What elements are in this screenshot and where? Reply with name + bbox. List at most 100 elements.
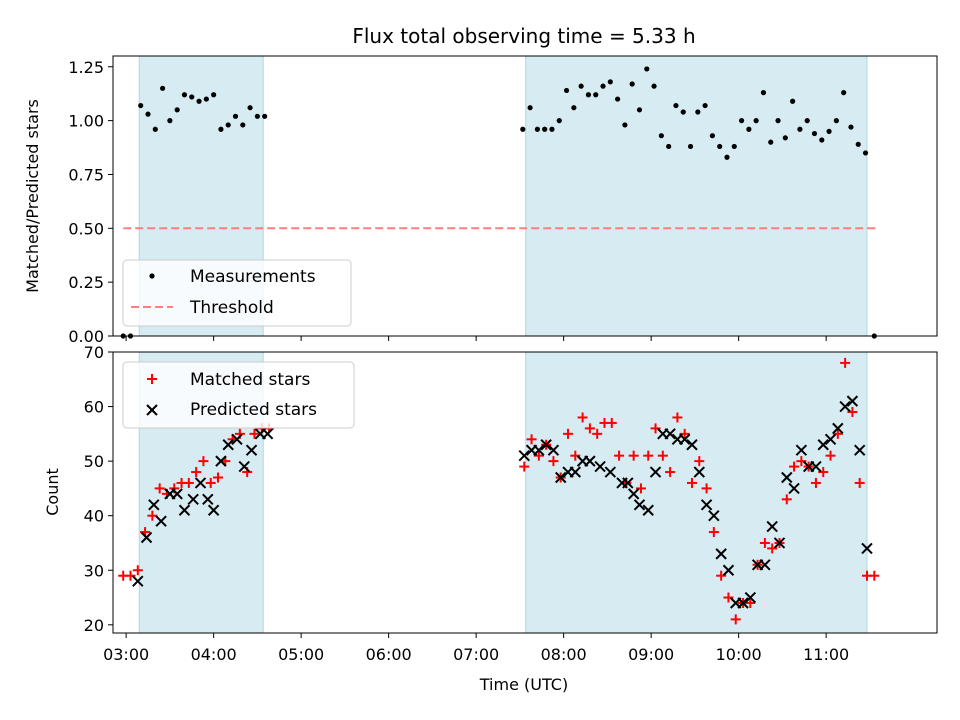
- predicted-star-point: [222, 439, 234, 451]
- measurement-point: [585, 92, 592, 98]
- predicted-star-point: [708, 509, 720, 522]
- measurement-point: [218, 126, 224, 132]
- measurement-point: [731, 143, 737, 150]
- measurement-point: [804, 118, 810, 124]
- cross-b: [766, 520, 778, 533]
- predicted-star-point: [773, 537, 786, 549]
- cross-b: [140, 531, 153, 544]
- x-axis-ticks: 03:00 04:00 05:00 06:00 07:00 08:00 09:00 10:00…: [103, 633, 849, 664]
- matched-star-point: [723, 592, 734, 603]
- measurement-point: [636, 107, 643, 113]
- measurement-point: [687, 143, 694, 150]
- cross-b: [722, 564, 735, 576]
- matched-star-point: [716, 570, 727, 581]
- y-tick-label: 1.25: [68, 58, 104, 77]
- cross-b: [245, 444, 258, 456]
- predicted-star-point: [853, 444, 866, 456]
- cross-b: [678, 433, 691, 446]
- y-tick-label: 0.50: [68, 219, 104, 238]
- legend: Measurements Threshold: [122, 259, 352, 327]
- predicted-star-point: [245, 444, 258, 456]
- measurement-point: [254, 113, 260, 119]
- matched-star-point: [745, 597, 756, 608]
- matched-star-point: [592, 428, 603, 439]
- measurement-point: [527, 105, 533, 111]
- measurement-point: [556, 118, 562, 124]
- x-tick-label: 08:00: [541, 645, 587, 664]
- cross-b: [261, 428, 274, 440]
- cross-b: [715, 548, 727, 560]
- predicted-star-point: [795, 444, 808, 456]
- cross-b: [832, 422, 844, 435]
- predicted-star-point: [737, 597, 749, 609]
- matched-star-point: [183, 477, 194, 488]
- cross-b: [215, 455, 227, 467]
- cross-b: [664, 428, 676, 440]
- measurement-point: [534, 126, 540, 132]
- measurement-point: [702, 102, 708, 109]
- cross-b: [222, 439, 234, 451]
- y-tick-label: 0.75: [68, 165, 104, 184]
- cross-b: [555, 471, 567, 484]
- matched-star-point: [789, 461, 800, 472]
- cross-b: [132, 575, 144, 587]
- matched-star-point: [198, 456, 209, 467]
- measurement-point: [520, 126, 526, 132]
- y-tick-label: 0.00: [68, 327, 104, 346]
- predicted-star-point: [140, 531, 153, 544]
- cross-b: [155, 515, 167, 527]
- matched-star-point: [584, 423, 595, 434]
- matched-star-point: [205, 477, 216, 488]
- matched-star-point: [708, 527, 719, 538]
- matched-star-point: [869, 570, 880, 581]
- measurement-point: [738, 118, 745, 124]
- measurement-point: [811, 130, 818, 137]
- matched-star-point: [665, 467, 676, 478]
- matched-star-point: [796, 456, 807, 467]
- cross-b: [148, 499, 160, 511]
- predicted-star-point: [187, 493, 199, 506]
- legend-label: Measurements: [190, 267, 316, 287]
- measurement-point: [167, 118, 173, 124]
- ratio-panel: 0.00 0.25 0.50 0.75 1.00 1.25 Flux total obse…: [23, 24, 938, 346]
- predicted-star-point: [555, 471, 567, 484]
- y-tick-label: 20: [84, 616, 104, 635]
- cross-b: [861, 542, 873, 555]
- observing-windows: [138, 55, 868, 337]
- x-tick-label: 05:00: [278, 645, 324, 664]
- predicted-star-point: [832, 422, 844, 435]
- matched-star-point: [840, 357, 851, 368]
- predicted-star-point: [584, 455, 596, 467]
- predicted-star-point: [622, 477, 634, 489]
- y-axis-ticks: 0.00 0.25 0.50 0.75 1.00 1.25: [68, 58, 113, 346]
- predicted-star-point: [664, 428, 676, 440]
- measurement-point: [225, 122, 231, 128]
- measurement-point: [673, 102, 679, 109]
- measurement-point: [247, 105, 253, 111]
- measurement-point: [746, 126, 752, 132]
- cross-b: [194, 477, 207, 489]
- cross-b: [759, 559, 771, 571]
- predicted-star-point: [202, 493, 214, 506]
- measurement-point: [629, 81, 635, 87]
- measurement-point: [563, 87, 570, 94]
- matched-star-point: [606, 417, 617, 428]
- predicted-star-point: [547, 444, 560, 456]
- measurement-point: [790, 98, 796, 104]
- predicted-star-point: [627, 488, 640, 500]
- measurement-point: [152, 126, 158, 132]
- predicted-star-point: [633, 499, 646, 511]
- matched-star-point: [730, 614, 741, 625]
- matched-star-point: [672, 412, 683, 423]
- predicted-star-point: [846, 395, 859, 407]
- cross-b: [584, 455, 596, 467]
- measurement-point: [578, 83, 584, 89]
- cross-b: [518, 449, 530, 462]
- matched-star-point: [818, 467, 829, 478]
- count-panel: 20 30 40 50 60 70 03:00 04:00 05:00 06:00 07:00 08…: [43, 343, 938, 694]
- x-axis-label: Time (UTC): [479, 675, 568, 694]
- measurement-point: [262, 113, 268, 119]
- matched-star-point: [526, 434, 537, 445]
- predicted-stars-points: [132, 395, 873, 609]
- legend-x-marker: [146, 404, 158, 416]
